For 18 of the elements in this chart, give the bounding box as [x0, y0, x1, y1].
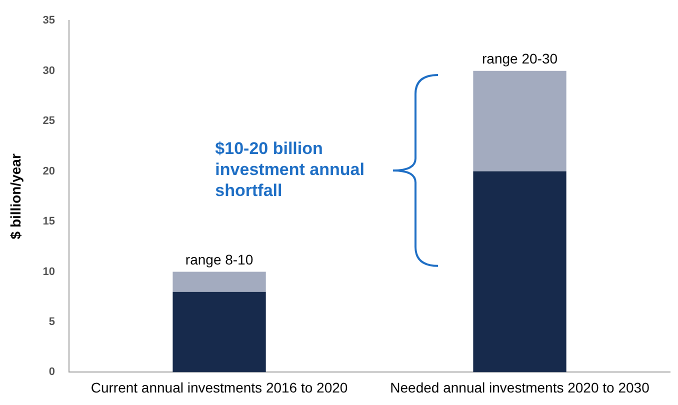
- y-tick-label: 10: [42, 266, 56, 278]
- x-tick-label: Needed annual investments 2020 to 2030: [390, 379, 650, 396]
- y-tick-label: 15: [42, 216, 56, 228]
- x-tick-label: Current annual investments 2016 to 2020: [90, 379, 348, 396]
- y-tick-label: 0: [48, 366, 56, 378]
- y-tick-label: 25: [42, 115, 56, 128]
- total-label: range 20-30: [482, 50, 558, 67]
- y-tick-label: 20: [42, 165, 56, 178]
- annotation: $10-20 billion investment annual shortfall: [215, 138, 364, 200]
- bar: [172, 272, 266, 292]
- bar: [172, 292, 266, 372]
- y-tick-label: 35: [42, 14, 56, 27]
- bar: [473, 171, 566, 372]
- y-tick-label: 5: [48, 316, 56, 328]
- total-label: range 8-10: [185, 252, 254, 268]
- y-tick-label: 30: [42, 64, 56, 77]
- y-axis-title: $ billion/year: [7, 153, 24, 240]
- bar: [473, 70, 566, 172]
